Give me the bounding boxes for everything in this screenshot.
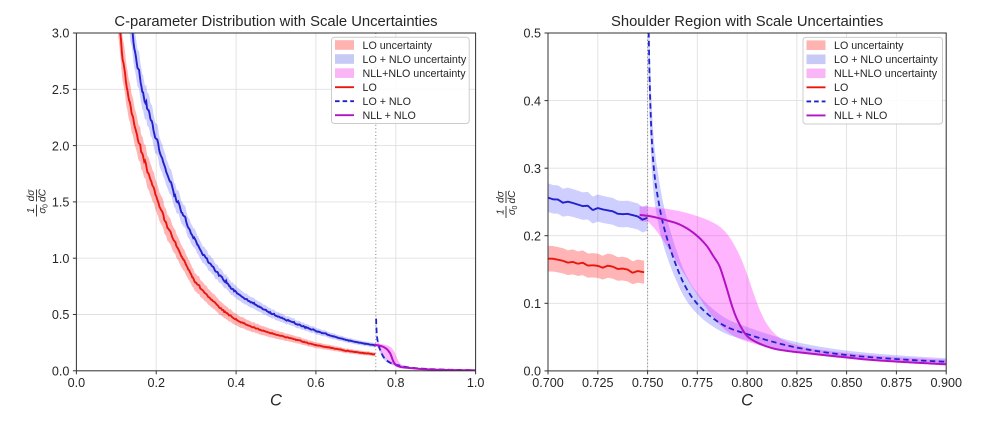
svg-text:1.5: 1.5	[52, 196, 70, 210]
svg-text:LO uncertainty: LO uncertainty	[834, 40, 904, 52]
svg-text:1.0: 1.0	[467, 376, 485, 390]
svg-text:dσ: dσ	[495, 190, 506, 203]
svg-text:0.0: 0.0	[68, 376, 86, 390]
svg-text:dσ: dσ	[26, 189, 37, 202]
svg-text:Shoulder Region with Scale Unc: Shoulder Region with Scale Uncertainties	[611, 14, 883, 30]
svg-text:1.0: 1.0	[52, 252, 70, 266]
svg-text:LO: LO	[834, 82, 848, 94]
svg-text:C-parameter Distribution with: C-parameter Distribution with Scale Unce…	[114, 14, 437, 30]
svg-text:LO uncertainty: LO uncertainty	[363, 40, 433, 52]
svg-text:LO + NLO: LO + NLO	[834, 96, 882, 108]
svg-text:1: 1	[26, 208, 37, 214]
svg-text:2.5: 2.5	[52, 83, 70, 97]
svg-text:0.875: 0.875	[881, 376, 913, 390]
svg-text:LO: LO	[363, 82, 377, 94]
svg-text:0.0: 0.0	[523, 365, 541, 379]
svg-text:0.0: 0.0	[52, 365, 70, 379]
svg-text:0.6: 0.6	[307, 376, 325, 390]
svg-text:2.0: 2.0	[52, 139, 70, 153]
svg-text:0.825: 0.825	[781, 376, 813, 390]
svg-text:0.750: 0.750	[632, 376, 664, 390]
svg-text:0.775: 0.775	[682, 376, 714, 390]
svg-text:LO + NLO: LO + NLO	[363, 96, 411, 108]
svg-text:0.8: 0.8	[387, 376, 405, 390]
svg-text:0.900: 0.900	[930, 376, 962, 390]
svg-text:0.5: 0.5	[523, 27, 541, 41]
svg-text:0.5: 0.5	[52, 308, 70, 322]
svg-text:0.850: 0.850	[831, 376, 863, 390]
svg-text:NLL + NLO: NLL + NLO	[834, 110, 887, 122]
svg-text:C: C	[270, 391, 282, 409]
svg-text:0: 0	[43, 204, 50, 208]
svg-text:0.2: 0.2	[523, 229, 541, 243]
svg-text:NLL + NLO: NLL + NLO	[363, 110, 416, 122]
svg-text:0.3: 0.3	[523, 162, 541, 176]
svg-text:0: 0	[512, 205, 519, 209]
svg-text:0.4: 0.4	[227, 376, 245, 390]
svg-text:LO + NLO uncertainty: LO + NLO uncertainty	[363, 54, 467, 66]
svg-text:1: 1	[495, 209, 506, 215]
svg-text:NLL+NLO uncertainty: NLL+NLO uncertainty	[834, 68, 938, 80]
svg-text:0.725: 0.725	[582, 376, 614, 390]
svg-text:3.0: 3.0	[52, 27, 70, 41]
svg-text:LO + NLO uncertainty: LO + NLO uncertainty	[834, 54, 938, 66]
svg-text:0.800: 0.800	[731, 376, 763, 390]
svg-text:C: C	[741, 391, 753, 409]
svg-text:0.2: 0.2	[147, 376, 165, 390]
svg-text:σ: σ	[38, 207, 49, 214]
svg-text:0.700: 0.700	[532, 376, 564, 390]
svg-text:dC: dC	[507, 190, 518, 204]
svg-text:0.4: 0.4	[523, 94, 541, 108]
svg-text:NLL+NLO uncertainty: NLL+NLO uncertainty	[363, 68, 467, 80]
svg-text:σ: σ	[507, 208, 518, 215]
svg-text:dC: dC	[38, 188, 49, 202]
svg-text:0.1: 0.1	[523, 297, 541, 311]
